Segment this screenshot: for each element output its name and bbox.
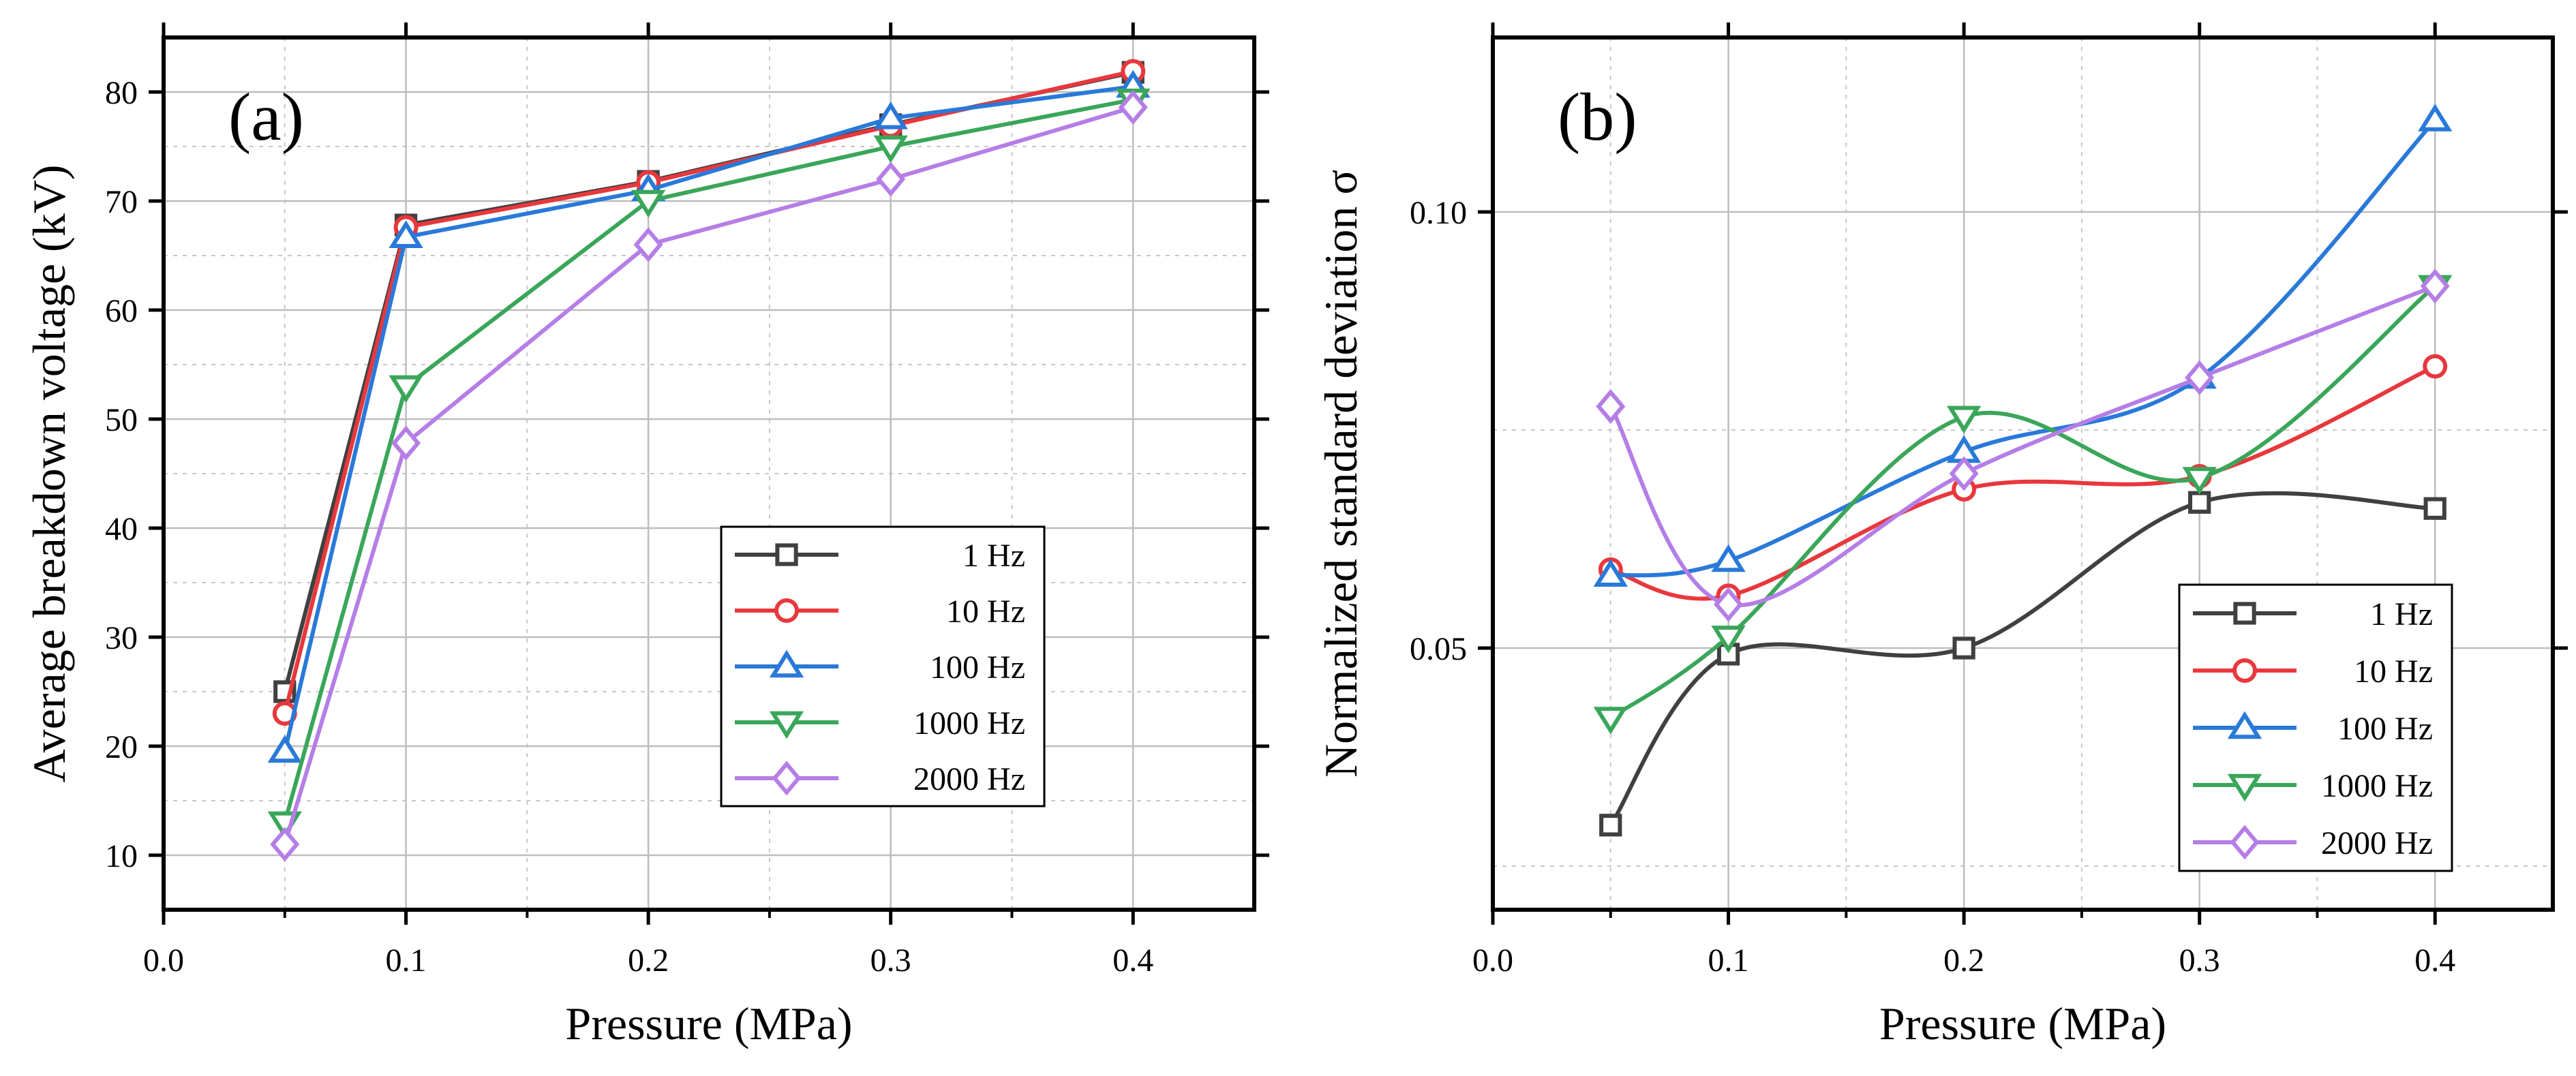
y-tick-label: 80 — [105, 75, 138, 111]
y-tick-label: 20 — [105, 729, 138, 765]
legend-label: 1 Hz — [2370, 596, 2433, 632]
plot-frame — [162, 35, 1256, 912]
legend: 1 Hz 10 Hz 100 Hz 1000 Hz 2000 Hz — [720, 525, 1046, 808]
data-point — [1596, 388, 1626, 424]
y-tick-label: 70 — [105, 184, 138, 220]
data-point — [2188, 491, 2211, 514]
data-point — [1952, 636, 1975, 660]
y-tick-label: 0.10 — [1410, 195, 1467, 231]
legend-marker — [2227, 711, 2262, 739]
data-point — [2420, 268, 2450, 304]
data-point — [1714, 587, 1744, 622]
series-2000-hz — [1596, 268, 2450, 622]
data-point — [873, 135, 908, 164]
data-point — [1711, 626, 1746, 654]
y-axis-title: Normalized standard deviation σ — [1315, 170, 1367, 778]
y-axis-title: Average breakdown voltage (kV) — [23, 165, 75, 783]
x-tick-label: 0.0 — [1472, 942, 1513, 979]
data-point — [270, 827, 300, 862]
data-point — [2423, 497, 2446, 520]
legend-label: 1000 Hz — [2321, 768, 2433, 804]
panel-label: (a) — [228, 79, 304, 155]
data-point — [267, 735, 302, 763]
x-axis-title: Pressure (MPa) — [565, 998, 852, 1049]
y-tick-label: 10 — [105, 838, 138, 874]
legend-marker — [775, 543, 798, 566]
x-tick-label: 0.4 — [1112, 942, 1153, 979]
x-axis-title: Pressure (MPa) — [1879, 998, 2166, 1049]
legend-label: 1000 Hz — [913, 705, 1025, 741]
data-point — [1593, 707, 1628, 735]
data-point — [2182, 467, 2217, 495]
data-point — [1711, 544, 1746, 572]
legend-marker — [2232, 658, 2257, 683]
legend-label: 100 Hz — [930, 649, 1025, 686]
data-point — [1118, 89, 1148, 125]
x-tick-label: 0.1 — [386, 942, 427, 979]
data-point — [389, 220, 423, 248]
y-tick-label: 0.05 — [1410, 631, 1467, 667]
legend-marker — [769, 711, 804, 739]
legend-label: 10 Hz — [946, 594, 1025, 630]
data-point — [2418, 104, 2453, 132]
legend-marker — [2230, 825, 2260, 860]
data-point — [389, 375, 423, 403]
x-tick-label: 0.3 — [870, 942, 911, 979]
data-point — [391, 425, 421, 461]
y-tick-label: 40 — [105, 511, 138, 547]
legend-label: 10 Hz — [2354, 654, 2433, 690]
legend-marker — [769, 649, 804, 678]
y-tick-label: 50 — [105, 402, 138, 438]
data-point — [631, 189, 666, 218]
x-tick-label: 0.2 — [1943, 942, 1984, 979]
legend-marker — [772, 760, 802, 796]
data-point — [1593, 559, 1628, 587]
x-tick-label: 0.3 — [2179, 942, 2220, 979]
x-tick-label: 0.1 — [1708, 942, 1749, 979]
data-point — [1949, 456, 1979, 491]
data-point — [633, 227, 663, 262]
legend: 1 Hz 10 Hz 100 Hz 1000 Hz 2000 Hz — [2178, 583, 2453, 872]
y-tick-label: 30 — [105, 620, 138, 656]
data-point — [873, 102, 908, 129]
y-tick-label: 60 — [105, 293, 138, 329]
x-tick-label: 0.2 — [628, 942, 669, 979]
data-point — [1946, 405, 1982, 434]
x-tick-label: 0.0 — [143, 942, 184, 979]
data-point — [1599, 814, 1622, 837]
panel-label: (b) — [1558, 79, 1637, 155]
legend-label: 2000 Hz — [913, 761, 1025, 797]
plot-frame — [1491, 35, 2555, 912]
legend-marker — [2233, 602, 2256, 625]
series-100-hz — [1593, 104, 2453, 587]
data-point — [2185, 360, 2215, 395]
legend-label: 2000 Hz — [2321, 825, 2433, 861]
legend-label: 100 Hz — [2337, 711, 2433, 747]
data-point — [876, 162, 906, 197]
panel-b: 0.0 0.1 0.2 0.3 0.4 0.05 0.10 Pressure (MPa) Nor… — [1315, 22, 2568, 1049]
legend-marker — [2227, 773, 2262, 802]
series-line — [1609, 284, 2437, 720]
data-point — [2423, 354, 2448, 379]
series-2000-hz — [270, 89, 1148, 862]
legend-label: 1 Hz — [963, 538, 1025, 574]
panel-a: 0.0 0.1 0.2 0.3 0.4 10 20 30 40 50 60 70 80 Pressure … — [23, 22, 1269, 1049]
legend-marker — [774, 598, 799, 623]
x-tick-label: 0.4 — [2414, 942, 2455, 979]
series-1-hz — [1599, 491, 2446, 837]
